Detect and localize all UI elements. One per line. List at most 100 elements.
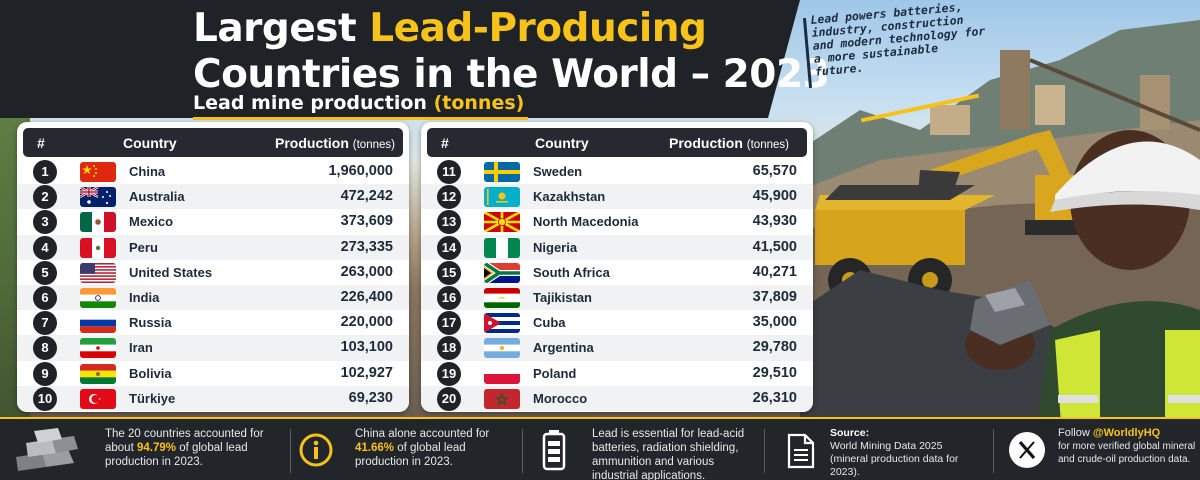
bolivia-flag-icon (80, 363, 116, 384)
production-value: 40,271 (752, 263, 797, 280)
title-underline (193, 117, 528, 120)
footer-divider (993, 429, 994, 473)
subtitle-unit: (tonnes) (433, 92, 525, 114)
country-name: Mexico (129, 214, 174, 230)
production-value: 35,000 (752, 314, 797, 331)
table-rows: 11 Sweden 65,570 12 Kazakhstan 45,900 13 North … (421, 159, 813, 412)
table-row-india: 6 India 226,400 (17, 284, 409, 311)
follow-post: for more verified global mineral and cru… (1058, 441, 1196, 465)
sweden-flag-icon (484, 162, 520, 182)
production-value: 273,335 (340, 238, 393, 255)
table-row-bolivia: 9 Bolivia 102,927 (17, 361, 409, 386)
table-row-russia: 7 Russia 220,000 (17, 310, 409, 336)
rank-badge: 7 (33, 311, 57, 336)
china-percent: 41.66% (355, 442, 395, 454)
footer-china-block: China alone accounted for 41.66% of glob… (295, 419, 520, 480)
rank-badge: 5 (33, 260, 57, 285)
follow-handle[interactable]: @WorldlyHQ (1092, 427, 1161, 439)
production-value: 29,510 (752, 364, 797, 381)
production-value: 65,570 (752, 163, 797, 179)
page-subtitle: Lead mine production (tonnes) (193, 92, 524, 114)
rank-badge: 1 (33, 160, 57, 184)
rank-badge: 8 (33, 336, 57, 361)
footer-follow-block: Follow @WorldlyHQ for more verified globa… (1000, 419, 1200, 480)
page-title: Largest Lead-Producing Countries in the … (193, 6, 830, 98)
x-logo-icon[interactable] (1008, 431, 1046, 469)
title-banner (0, 0, 800, 118)
header-production-label: Production (275, 135, 349, 151)
rank-badge: 3 (33, 210, 57, 235)
footer-uses-block: Lead is essential for lead-acid batterie… (530, 419, 762, 480)
rank-badge: 19 (437, 361, 461, 386)
country-name: China (129, 164, 166, 179)
header-unit: (tonnes) (352, 139, 395, 151)
footer-divider (764, 429, 765, 473)
country-name: Peru (129, 239, 158, 255)
subtitle-prefix: Lead mine production (193, 92, 434, 114)
footer-divider (522, 429, 523, 473)
header-production: Production (tonnes) (669, 135, 789, 151)
share-percent: 94.79% (136, 442, 176, 454)
table-row-nigeria: 14 Nigeria 41,500 (421, 234, 813, 260)
production-value: 472,242 (340, 188, 393, 205)
rank-badge: 11 (437, 160, 461, 184)
table-row-peru: 4 Peru 273,335 (17, 234, 409, 260)
country-name: Sweden (533, 164, 583, 179)
mountain-range (800, 20, 1200, 480)
production-value: 43,930 (752, 213, 797, 230)
argentina-flag-icon (484, 338, 520, 359)
production-value: 373,609 (340, 213, 393, 230)
title-line1-accent: Lead-Producing (369, 6, 707, 51)
rank-badge: 6 (33, 285, 57, 310)
table-row-poland: 19 Poland 29,510 (421, 361, 813, 386)
table-rows: 1 China 1,960,000 2 Australia 472,242 3 Mexico 3… (17, 159, 409, 412)
rank-badge: 14 (437, 235, 461, 260)
morocco-flag-icon (484, 388, 520, 409)
rank-badge: 20 (437, 386, 461, 411)
china-flag-icon (80, 162, 116, 182)
country-name: Nigeria (533, 239, 578, 255)
india-flag-icon (80, 287, 116, 308)
footer-bar: The 20 countries accounted for about 94.… (0, 417, 1200, 480)
header-rank: # (37, 135, 45, 151)
peru-flag-icon (80, 237, 116, 258)
rank-badge: 17 (437, 311, 461, 336)
document-icon (787, 433, 815, 469)
footer-source-block: Source: World Mining Data 2025 (mineral … (770, 419, 990, 480)
source-line2: (mineral production data for 2023). (830, 453, 959, 478)
south-africa-flag-icon (484, 262, 520, 283)
nigeria-flag-icon (484, 237, 520, 258)
production-value: 29,780 (752, 339, 797, 356)
footer-source-text: Source: World Mining Data 2025 (mineral … (830, 427, 990, 479)
table-row-tajikistan: 16 Tajikistan 37,809 (421, 284, 813, 311)
title-line1-prefix: Largest (193, 6, 370, 51)
production-value: 220,000 (340, 314, 393, 331)
source-line1: World Mining Data 2025 (830, 440, 943, 452)
ranking-table-left: # Country Production (tonnes) 1 China 1,96… (17, 122, 409, 412)
country-name: Argentina (533, 340, 594, 356)
production-value: 41,500 (752, 238, 797, 255)
rank-badge: 18 (437, 336, 461, 361)
footer-uses-text: Lead is essential for lead-acid batterie… (592, 428, 745, 480)
rank-badge: 13 (437, 210, 461, 235)
rank-badge: 2 (33, 185, 57, 210)
country-name: North Macedonia (533, 214, 639, 230)
country-name: United States (129, 264, 213, 280)
rank-badge: 16 (437, 285, 461, 310)
table-row-australia: 2 Australia 472,242 (17, 184, 409, 210)
table-row-sweden: 11 Sweden 65,570 (421, 159, 813, 184)
table-row-argentina: 18 Argentina 29,780 (421, 335, 813, 361)
country-name: Cuba (533, 315, 566, 331)
australia-flag-icon (80, 187, 116, 208)
kazakhstan-flag-icon (484, 187, 520, 208)
production-value: 1,960,000 (328, 163, 393, 179)
country-name: Morocco (533, 390, 588, 406)
footer-follow-text: Follow @WorldlyHQ for more verified globa… (1058, 427, 1198, 466)
usa-flag-icon (80, 262, 116, 283)
production-value: 26,310 (752, 389, 797, 406)
table-row-morocco: 20 Morocco 26,310 (421, 385, 813, 411)
production-value: 69,230 (348, 389, 393, 406)
table-row-turkiye: 10 Türkiye 69,230 (17, 385, 409, 411)
country-name: Kazakhstan (533, 189, 606, 205)
footer-china-text: China alone accounted for 41.66% of glob… (355, 427, 515, 469)
